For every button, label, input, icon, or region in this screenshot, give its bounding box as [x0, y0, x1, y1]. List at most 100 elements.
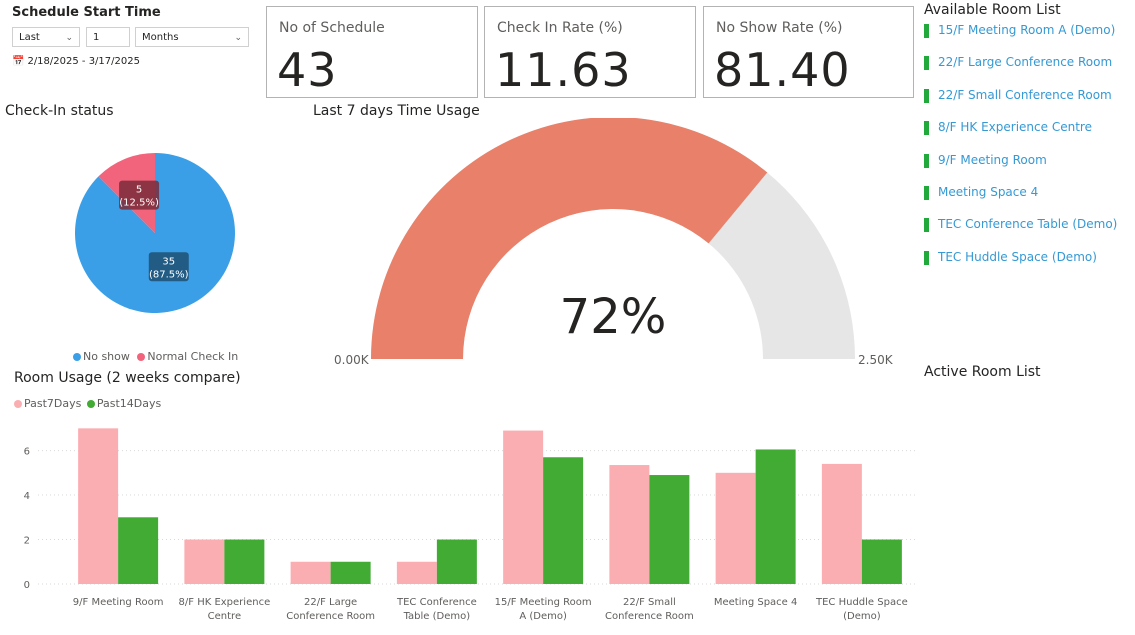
- legend-item-no-show[interactable]: No show: [73, 350, 130, 363]
- x-tick-label: TEC Conference: [396, 597, 477, 608]
- bar-past7days[interactable]: [184, 539, 225, 584]
- legend-dot: [14, 400, 22, 408]
- gauge-value: 72%: [560, 289, 667, 345]
- bar-legend: Past7Days Past14Days: [14, 397, 161, 410]
- legend-item-past14days[interactable]: Past14Days: [86, 397, 162, 410]
- card-check-in-rate: Check In Rate (%) 11.63: [484, 6, 696, 98]
- legend-dot: [86, 400, 95, 408]
- gauge-fill: [371, 118, 768, 359]
- pie-label-value: 5: [136, 185, 142, 196]
- y-tick-label: 4: [24, 491, 30, 502]
- available-room-label: TEC Conference Table (Demo): [938, 217, 1118, 232]
- pie-label-background: [148, 252, 189, 282]
- card-no-of-schedule: No of Schedule 43: [266, 6, 478, 98]
- x-tick-label: Table (Demo): [403, 611, 471, 622]
- card-no-show-rate: No Show Rate (%) 81.40: [703, 6, 914, 98]
- relative-mode-value: Last: [19, 32, 40, 43]
- bar-past14days[interactable]: [543, 457, 584, 584]
- room-status-marker: [924, 56, 929, 71]
- legend-label: Past14Days: [96, 397, 162, 410]
- x-tick-label: Meeting Space 4: [714, 597, 798, 608]
- calendar-icon: 📅: [12, 56, 25, 67]
- available-room-label: Meeting Space 4: [938, 185, 1039, 199]
- room-status-marker: [924, 153, 929, 168]
- bar-past7days[interactable]: [715, 472, 756, 584]
- legend-label: No show: [83, 350, 130, 363]
- room-status-marker: [924, 250, 929, 265]
- bar-past14days[interactable]: [224, 539, 265, 584]
- chevron-down-icon: ⌄: [234, 33, 242, 43]
- chevron-down-icon: ⌄: [65, 33, 73, 43]
- y-tick-label: 2: [24, 536, 30, 547]
- available-room-item[interactable]: TEC Conference Table (Demo): [924, 217, 1118, 233]
- pie-label-value: 35: [162, 256, 175, 267]
- relative-mode-select[interactable]: Last ⌄: [12, 27, 80, 47]
- x-tick-label: 22/F Small: [623, 597, 676, 608]
- x-tick-label: Conference Room: [605, 611, 694, 622]
- card-value: 43: [277, 43, 338, 97]
- gauge-title: Last 7 days Time Usage: [313, 103, 480, 119]
- available-room-item[interactable]: 22/F Large Conference Room: [924, 55, 1113, 71]
- pie-label-percent: (87.5%): [149, 269, 189, 280]
- bar-past14days[interactable]: [330, 561, 371, 584]
- date-range-text: 2/18/2025 - 3/17/2025: [27, 56, 140, 67]
- available-room-item[interactable]: 8/F HK Experience Centre: [924, 120, 1092, 136]
- x-tick-label: 9/F Meeting Room: [73, 597, 164, 608]
- available-room-label: 8/F HK Experience Centre: [938, 120, 1092, 135]
- available-room-label: 22/F Large Conference Room: [938, 55, 1113, 70]
- x-tick-label: Conference Room: [286, 611, 375, 622]
- room-status-marker: [924, 218, 929, 233]
- x-tick-label: 8/F HK Experience: [179, 597, 271, 608]
- slicer-title: Schedule Start Time: [12, 5, 161, 20]
- available-room-list-title: Available Room List: [924, 2, 1061, 18]
- room-status-marker: [924, 186, 929, 200]
- date-range: 📅 2/18/2025 - 3/17/2025: [12, 56, 140, 67]
- legend-dot: [137, 353, 146, 361]
- available-room-item[interactable]: 15/F Meeting Room A (Demo): [924, 23, 1116, 38]
- available-room-item[interactable]: 22/F Small Conference Room: [924, 87, 1112, 103]
- available-room-label: 15/F Meeting Room A (Demo): [938, 23, 1116, 37]
- bar-past14days[interactable]: [118, 517, 159, 584]
- y-tick-label: 0: [24, 580, 30, 591]
- card-label: No Show Rate (%): [716, 20, 843, 36]
- available-room-item[interactable]: 9/F Meeting Room: [924, 152, 1047, 168]
- bar-chart: 0 2 4 6 9/F Meeting Room 8/F HK Experience Ce…: [24, 428, 915, 622]
- gauge-chart: 72% 0.00K 2.50K: [334, 118, 894, 367]
- bar-past7days[interactable]: [503, 430, 544, 584]
- pie-label-percent: (12.5%): [119, 198, 159, 209]
- bar-past14days[interactable]: [755, 449, 796, 584]
- bar-past14days[interactable]: [861, 539, 902, 584]
- x-tick-label: A (Demo): [519, 611, 567, 622]
- pie-data-label: 5 (12.5%): [119, 180, 160, 210]
- x-tick-label: 22/F Large: [304, 597, 357, 608]
- pie-slice[interactable]: [75, 153, 235, 313]
- relative-count-input[interactable]: 1: [86, 27, 130, 47]
- x-tick-label: TEC Huddle Space: [815, 597, 908, 608]
- active-room-list-title: Active Room List: [924, 364, 1041, 380]
- bar-past7days[interactable]: [290, 561, 331, 584]
- pie-label-background: [119, 180, 160, 210]
- relative-unit-select[interactable]: Months ⌄: [135, 27, 249, 47]
- card-value: 81.40: [714, 43, 851, 97]
- bar-past7days[interactable]: [396, 561, 437, 584]
- available-room-label: TEC Huddle Space (Demo): [938, 249, 1097, 264]
- legend-label: Normal Check In: [147, 350, 239, 363]
- available-room-item[interactable]: TEC Huddle Space (Demo): [924, 249, 1097, 265]
- room-status-marker: [924, 121, 929, 136]
- bar-past14days[interactable]: [649, 475, 690, 584]
- gauge-max-label: 2.50K: [858, 353, 894, 367]
- bar-past7days[interactable]: [78, 428, 119, 584]
- legend-item-past7days[interactable]: Past7Days: [14, 397, 81, 410]
- bar-past14days[interactable]: [436, 539, 477, 584]
- room-status-marker: [924, 24, 929, 38]
- available-room-item[interactable]: Meeting Space 4: [924, 185, 1039, 200]
- legend-item-normal-check-in[interactable]: Normal Check In: [137, 350, 238, 363]
- x-tick-label: Centre: [208, 611, 241, 622]
- bar-past7days[interactable]: [821, 463, 862, 584]
- x-tick-label: (Demo): [843, 611, 881, 622]
- card-label: No of Schedule: [279, 20, 385, 36]
- card-value: 11.63: [495, 43, 632, 97]
- bar-past7days[interactable]: [609, 465, 650, 584]
- available-room-label: 22/F Small Conference Room: [938, 87, 1112, 102]
- available-room-label: 9/F Meeting Room: [938, 152, 1047, 167]
